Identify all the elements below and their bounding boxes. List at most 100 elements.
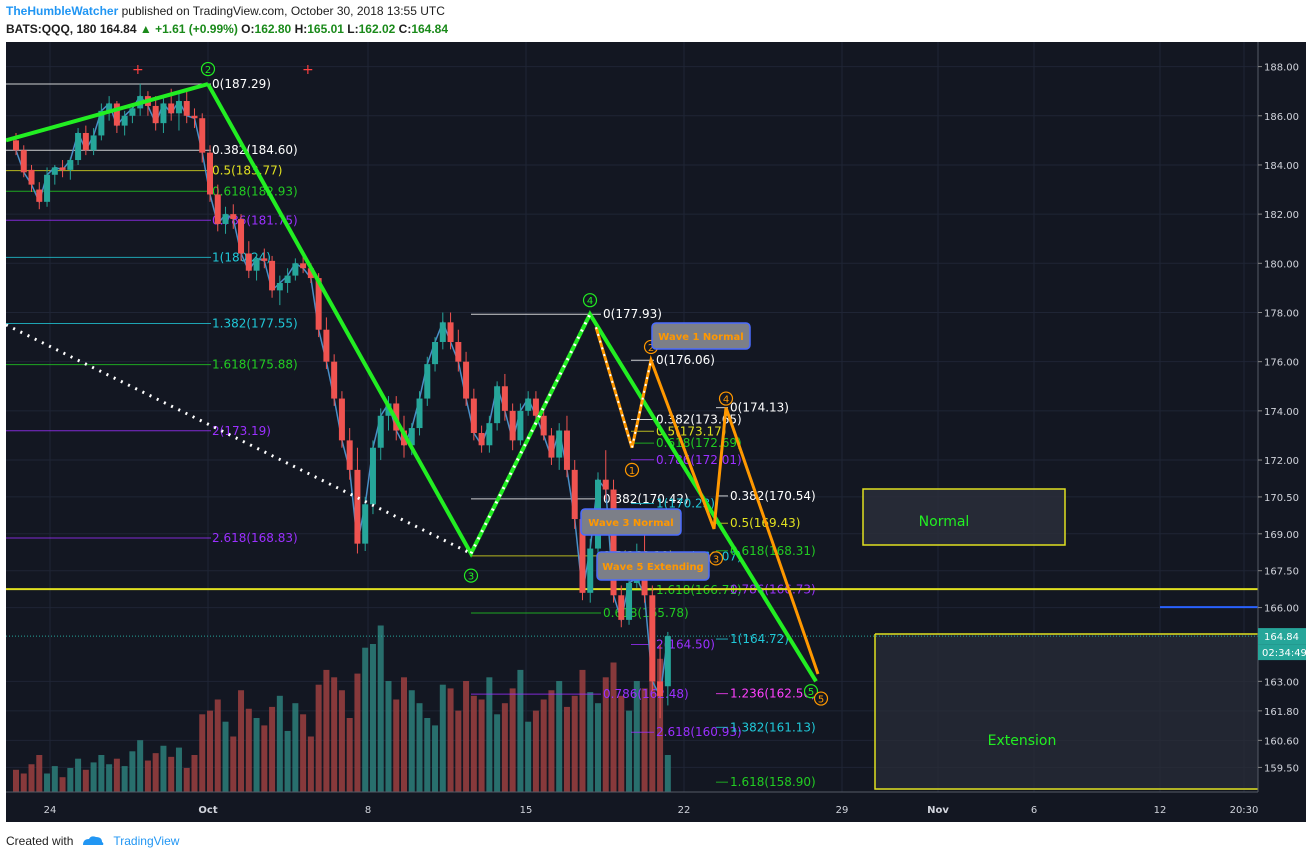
chart-svg[interactable]: Normal Extension 0(187.29) 0.382(184.60) 0.…: [5, 42, 1307, 822]
candle-body: [168, 103, 175, 114]
open-value: 162.80: [254, 22, 292, 36]
fib-left-label: 0(187.29): [212, 77, 271, 91]
wave-labels: 2 4 3 1 2 3 4 55 + +: [132, 61, 829, 706]
fib-wave1-label: 1(170.23): [656, 497, 715, 511]
callout-text: Wave 5 Extending: [602, 562, 703, 573]
callout-box: [651, 322, 751, 350]
volume-bar: [230, 736, 237, 792]
price-tick-label: 159.50: [1264, 763, 1299, 774]
volume-bar: [416, 703, 423, 792]
candle-body: [90, 135, 97, 151]
volume-bar: [44, 773, 51, 792]
volume-bar: [207, 710, 213, 792]
candle-body: [82, 132, 89, 151]
price-tick-label: 160.60: [1264, 736, 1299, 747]
candle-body: [307, 268, 314, 279]
candle-body: [222, 214, 229, 224]
tradingview-link[interactable]: TradingView: [113, 834, 180, 848]
fib-mid-label: 0(177.93): [603, 307, 662, 321]
volume-bar: [354, 673, 361, 792]
candle-body: [517, 410, 524, 441]
volume-bar: [563, 706, 570, 792]
volume-bar: [439, 684, 446, 792]
volume-bar: [455, 710, 462, 792]
fib-left-label: 0.5(183.77): [212, 164, 282, 178]
candle-body: [214, 194, 221, 224]
candle-body: [579, 519, 586, 593]
volume-bar: [501, 703, 508, 792]
wave-label-text: 5: [818, 695, 824, 706]
volume-bar: [338, 690, 345, 792]
orange-subwave: [594, 326, 820, 675]
candle-body: [664, 636, 671, 687]
candle-body: [284, 275, 291, 283]
candle-body: [230, 214, 237, 220]
candle-body: [20, 150, 27, 173]
candle-body: [501, 386, 508, 411]
volume-bar: [641, 688, 648, 792]
price-tick-label: 169.00: [1264, 530, 1299, 541]
volume-bar: [532, 710, 539, 792]
candle-body: [649, 595, 656, 682]
symbol-legend: BATS:QQQ, 180 164.84 ▲ +1.61 (+0.99%) O:…: [6, 22, 448, 36]
volume-bar: [649, 640, 656, 792]
candle-body: [610, 489, 617, 596]
candle-body: [377, 415, 384, 448]
callout-box: [580, 508, 682, 536]
candle-body: [563, 430, 570, 470]
candle-body: [276, 282, 283, 291]
volume-bar: [191, 755, 198, 792]
marker-plus: +: [302, 62, 314, 78]
countdown-tag-text: 02:34:49: [1262, 648, 1306, 659]
volume-bar: [470, 695, 477, 792]
volume-bar: [75, 758, 82, 792]
volume-bar: [113, 758, 120, 792]
candle-body: [238, 219, 245, 254]
fib-wave3-label: 1(164.72): [730, 632, 789, 646]
candle-body: [300, 263, 307, 269]
volume-bar: [13, 769, 19, 792]
zones: Normal Extension: [862, 488, 1258, 790]
price-axis-bg: [1258, 42, 1306, 822]
fib-wave1-label: 0.382(173.65): [656, 412, 742, 426]
published-info: published on TradingView.com, October 30…: [121, 4, 445, 18]
volume-bar: [610, 662, 617, 792]
author-name[interactable]: TheHumbleWatcher: [6, 4, 119, 18]
price-tick-label: 161.80: [1264, 707, 1299, 718]
volume-bar: [664, 755, 671, 792]
candle-body: [532, 398, 539, 416]
fib-wave1-label: 0.618(172.69): [656, 436, 742, 450]
close-value: 164.84: [411, 22, 449, 36]
zone-extension: [875, 634, 1258, 790]
candle-body: [253, 258, 260, 271]
candle-body: [470, 398, 477, 433]
volume-bar: [121, 766, 128, 792]
volume-bar: [214, 699, 221, 792]
price-tick-label: 184.00: [1264, 161, 1299, 172]
price-tick-label: 180.00: [1264, 259, 1299, 270]
volume-bar: [129, 751, 136, 792]
wave-label-circle: [200, 61, 216, 77]
fib-mid-label: 0.786(162.48): [603, 687, 689, 701]
candle-body: [59, 167, 66, 170]
volume-bar: [106, 764, 113, 792]
volume-bar: [548, 690, 555, 792]
candle-body: [51, 167, 58, 175]
candle-body: [432, 342, 439, 365]
volume-bar: [137, 740, 144, 792]
volume-bar: [245, 708, 252, 792]
last-price: 164.84: [99, 22, 137, 36]
footer: Created with TradingView: [6, 834, 179, 848]
fib-wave3-label: 0.618(168.31): [730, 544, 816, 558]
price-tick-label: 178.00: [1264, 308, 1299, 319]
volume-bar: [517, 669, 524, 792]
candle-body: [106, 103, 113, 111]
volume-bar: [168, 756, 175, 792]
price-chart[interactable]: Normal Extension 0(187.29) 0.382(184.60) 0.…: [5, 42, 1307, 822]
candle-body: [362, 504, 369, 544]
candle-body: [447, 322, 454, 342]
time-tick-label: Oct: [198, 805, 217, 816]
candle-body: [657, 681, 664, 697]
candle-body: [354, 469, 361, 544]
price-tick-label: 163.00: [1264, 677, 1299, 688]
